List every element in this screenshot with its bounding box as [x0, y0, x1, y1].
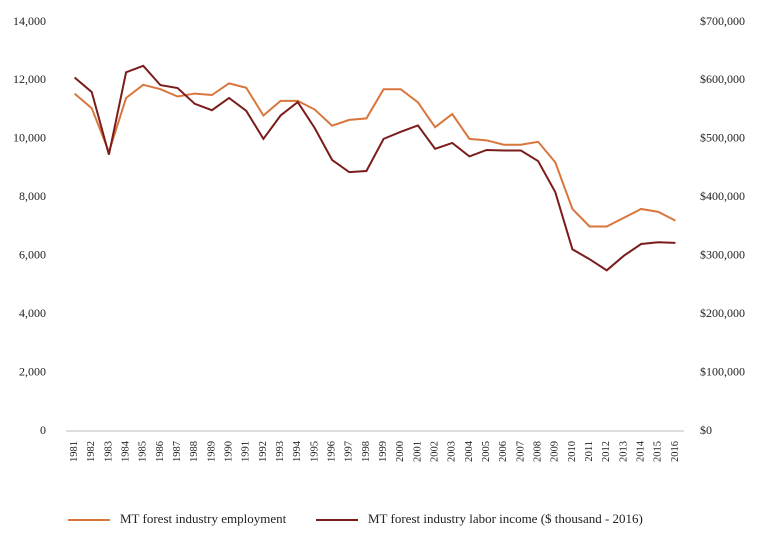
y2-tick-label: $200,000 — [700, 306, 745, 320]
y-tick-label: 2,000 — [19, 364, 46, 378]
y2-tick-label: $0 — [700, 423, 712, 437]
x-tick-label: 2005 — [481, 441, 492, 462]
x-tick-label: 1991 — [241, 441, 252, 462]
y-tick-label: 8,000 — [19, 189, 46, 203]
x-tick-label: 1988 — [189, 441, 200, 462]
x-tick-label: 1987 — [172, 441, 183, 462]
x-tick-label: 1986 — [155, 441, 166, 462]
x-tick-label: 2012 — [601, 441, 612, 462]
x-tick-label: 2002 — [429, 441, 440, 462]
x-tick-label: 1992 — [258, 441, 269, 462]
x-tick-label: 1998 — [361, 441, 372, 462]
x-tick-label: 2001 — [412, 441, 423, 462]
x-tick-label: 2007 — [515, 441, 526, 462]
y-tick-label: 14,000 — [13, 14, 46, 28]
x-tick-label: 2006 — [498, 441, 509, 462]
x-tick-label: 1996 — [326, 441, 337, 462]
x-tick-label: 1985 — [138, 441, 149, 462]
x-tick-label: 1989 — [206, 441, 217, 462]
y-tick-label: 12,000 — [13, 72, 46, 86]
series-line — [73, 82, 676, 228]
x-tick-label: 2010 — [567, 441, 578, 462]
y2-tick-label: $400,000 — [700, 189, 745, 203]
x-tick-label: 2004 — [464, 440, 475, 462]
x-tick-label: 1999 — [378, 441, 389, 462]
x-tick-label: 2011 — [584, 441, 595, 462]
x-tick-label: 1983 — [103, 441, 114, 462]
y2-tick-label: $500,000 — [700, 131, 745, 145]
x-tick-label: 2009 — [550, 441, 561, 462]
legend-label: MT forest industry labor income ($ thous… — [368, 511, 643, 526]
x-tick-label: 1990 — [223, 441, 234, 462]
x-tick-label: 1993 — [275, 441, 286, 462]
x-tick-label: 1982 — [86, 441, 97, 462]
x-tick-label: 1984 — [120, 440, 131, 462]
x-tick-label: 2016 — [670, 441, 681, 462]
x-tick-label: 2014 — [635, 440, 646, 462]
x-tick-label: 1994 — [292, 440, 303, 462]
y-tick-label: 0 — [40, 423, 46, 437]
legend-label: MT forest industry employment — [120, 511, 287, 526]
x-tick-label: 2008 — [532, 441, 543, 462]
x-tick-label: 1995 — [309, 441, 320, 462]
y2-tick-label: $100,000 — [700, 364, 745, 378]
x-tick-label: 2000 — [395, 441, 406, 462]
y2-tick-label: $600,000 — [700, 72, 745, 86]
y2-tick-label: $700,000 — [700, 14, 745, 28]
y-tick-label: 10,000 — [13, 131, 46, 145]
x-tick-label: 2003 — [447, 441, 458, 462]
y2-tick-label: $300,000 — [700, 247, 745, 261]
x-tick-label: 2013 — [618, 441, 629, 462]
series-line — [73, 64, 676, 272]
y-tick-label: 6,000 — [19, 247, 46, 261]
x-tick-label: 1981 — [69, 441, 80, 462]
x-tick-label: 1997 — [344, 441, 355, 462]
x-tick-label: 2015 — [653, 441, 664, 462]
y-tick-label: 4,000 — [19, 306, 46, 320]
